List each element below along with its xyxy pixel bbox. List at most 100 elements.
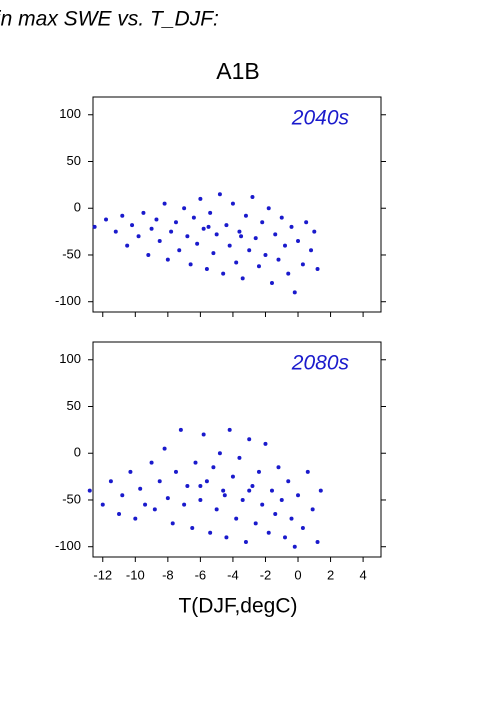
- point: [204, 267, 209, 271]
- point: [211, 251, 216, 256]
- point: [173, 469, 178, 474]
- point: [286, 271, 291, 276]
- point: [190, 526, 195, 531]
- point: [256, 264, 261, 269]
- point: [141, 210, 146, 215]
- point: [206, 224, 211, 229]
- point: [204, 479, 209, 484]
- y-tick-label: 50: [67, 398, 81, 413]
- point: [222, 493, 227, 498]
- point: [149, 460, 154, 465]
- point: [247, 248, 252, 253]
- point: [250, 195, 255, 200]
- y-tick-label: -50: [62, 246, 81, 261]
- point: [157, 238, 162, 243]
- point: [309, 248, 314, 253]
- point: [100, 502, 105, 507]
- x-tick-label: 0: [294, 567, 301, 582]
- point: [263, 252, 268, 257]
- point: [193, 460, 198, 465]
- point: [289, 516, 294, 521]
- point: [266, 530, 271, 535]
- x-tick-label: -10: [126, 567, 145, 582]
- point: [208, 210, 213, 215]
- point: [201, 432, 206, 437]
- point: [269, 488, 274, 493]
- point: [195, 241, 200, 246]
- point: [276, 465, 281, 470]
- point: [305, 469, 310, 474]
- point: [92, 224, 97, 229]
- point: [283, 243, 287, 248]
- point: [292, 290, 297, 295]
- x-axis-label: T(DJF,degC): [178, 595, 297, 618]
- point: [188, 262, 193, 267]
- point: [136, 234, 141, 239]
- point: [315, 267, 320, 271]
- x-tick-label: -8: [162, 567, 174, 582]
- point: [214, 507, 219, 512]
- y-tick-label: 0: [74, 200, 81, 215]
- point: [170, 521, 175, 526]
- point: [300, 526, 305, 531]
- point: [201, 226, 206, 231]
- point: [240, 497, 245, 502]
- point: [269, 281, 274, 286]
- point: [117, 512, 122, 516]
- point: [224, 535, 229, 540]
- plot-frame: [92, 341, 382, 558]
- point: [104, 217, 109, 222]
- point: [230, 474, 235, 479]
- point: [318, 488, 323, 493]
- point: [292, 544, 297, 549]
- point: [165, 257, 170, 262]
- point: [157, 479, 162, 484]
- point: [185, 234, 190, 239]
- chart-title: A1B: [216, 58, 259, 84]
- y-tick-label: -100: [55, 293, 81, 308]
- point: [162, 201, 167, 206]
- point: [149, 226, 154, 231]
- point: [217, 451, 222, 456]
- point: [286, 479, 291, 484]
- x-tick-label: -2: [260, 567, 272, 582]
- point: [250, 483, 255, 488]
- point: [279, 215, 284, 220]
- point: [165, 496, 170, 501]
- point: [211, 465, 216, 470]
- point: [234, 516, 239, 521]
- point: [128, 469, 133, 474]
- point: [146, 252, 151, 257]
- point: [260, 502, 265, 507]
- point: [108, 479, 113, 484]
- point: [182, 206, 187, 211]
- point: [243, 213, 248, 218]
- point: [300, 262, 305, 267]
- point: [296, 493, 301, 498]
- point: [214, 232, 219, 237]
- point: [169, 229, 174, 234]
- point: [138, 486, 143, 491]
- point: [185, 483, 190, 488]
- panel-annotation: 2040s: [291, 107, 350, 130]
- point: [125, 243, 130, 248]
- point: [208, 530, 213, 535]
- point: [312, 229, 317, 234]
- point: [154, 217, 159, 222]
- point: [243, 540, 248, 545]
- x-tick-label: -4: [227, 567, 239, 582]
- point: [304, 220, 309, 225]
- point: [260, 220, 265, 225]
- point: [230, 201, 235, 206]
- point: [240, 276, 245, 281]
- point: [247, 488, 252, 493]
- point: [237, 229, 242, 234]
- point: [133, 516, 138, 521]
- page-title: in max SWE vs. T_DJF:: [0, 8, 219, 31]
- point: [256, 469, 261, 474]
- point: [152, 507, 157, 512]
- point: [198, 497, 203, 502]
- x-tick-label: -12: [93, 567, 112, 582]
- point: [221, 271, 226, 276]
